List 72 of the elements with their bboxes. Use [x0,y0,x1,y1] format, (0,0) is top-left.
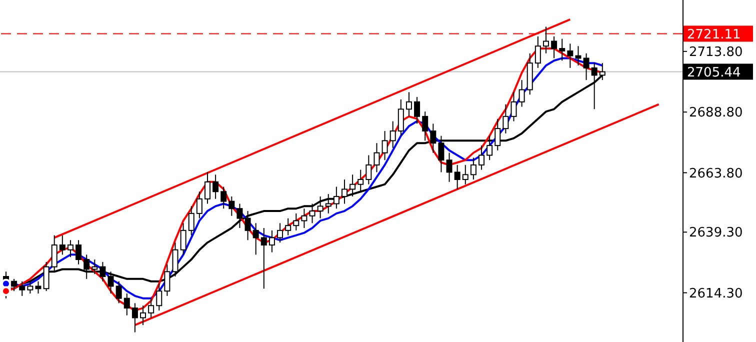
candlestick [132,302,138,333]
candlestick [309,203,316,224]
candlestick [542,26,549,54]
candlestick [67,240,74,258]
ref-line-label: 2705.44 [687,66,741,81]
candlestick [51,234,58,272]
candlestick [252,222,259,256]
candlestick [204,172,210,204]
candlestick [76,240,82,265]
candlestick [236,203,243,228]
candlestick [156,283,162,311]
candlestick [277,222,284,244]
candlestick [148,298,154,318]
candlestick [390,120,396,148]
candlestick [124,292,130,316]
candlestick [534,36,541,68]
candlestick [518,80,525,108]
y-tick-label: 2688.80 [689,106,743,121]
candlestick [446,152,452,182]
candlestick [430,123,436,154]
candlestick [422,111,428,142]
candlestick [374,142,380,173]
candlestick [382,130,388,161]
candlestick [116,280,122,304]
candlestick [478,145,485,170]
candlestick [342,178,348,204]
candlestick [268,230,275,253]
candlestick [212,174,219,200]
candlestick [293,212,300,231]
y-tick-label: 2663.80 [689,166,743,182]
candlestick [398,98,404,136]
candlestick [502,104,509,134]
candlestick [244,210,251,241]
candlestick [59,234,66,256]
candlestick [220,186,227,210]
y-tick-label: 2614.30 [689,286,743,302]
y-tick-label: 2639.30 [689,226,743,241]
candlestick [317,196,324,219]
candlestick [172,242,178,278]
candlestick [100,261,106,282]
candlestick [350,174,356,197]
candlestick [358,169,364,192]
candlestick [559,38,566,62]
candlestick [260,228,267,290]
candlestick [551,36,558,59]
candlestick [180,222,186,256]
candlestick [333,186,340,210]
candlestick [567,43,574,68]
candlestick [366,154,372,185]
candlestick [438,135,444,173]
candlestick [406,92,412,117]
candlestick [494,118,501,151]
candlestick [35,280,42,294]
candlestick [462,164,468,185]
candlestick [84,254,90,280]
candlestick [486,135,493,161]
candlestick [414,96,420,124]
y-tick-label: 2713.80 [689,45,743,60]
candlestick [92,259,98,275]
candlestick [583,52,590,81]
candlestick [454,164,460,190]
candlestick [325,194,332,214]
candlestick [285,218,292,236]
candlestick [228,196,235,216]
candlestick [575,46,582,66]
candlestick [470,157,476,180]
ref-line-label: 2721.11 [687,28,741,43]
candlestick [188,206,194,236]
candlestick [140,305,146,326]
candlestick [196,191,202,219]
candlestick [301,208,308,228]
candlestick [510,92,517,122]
